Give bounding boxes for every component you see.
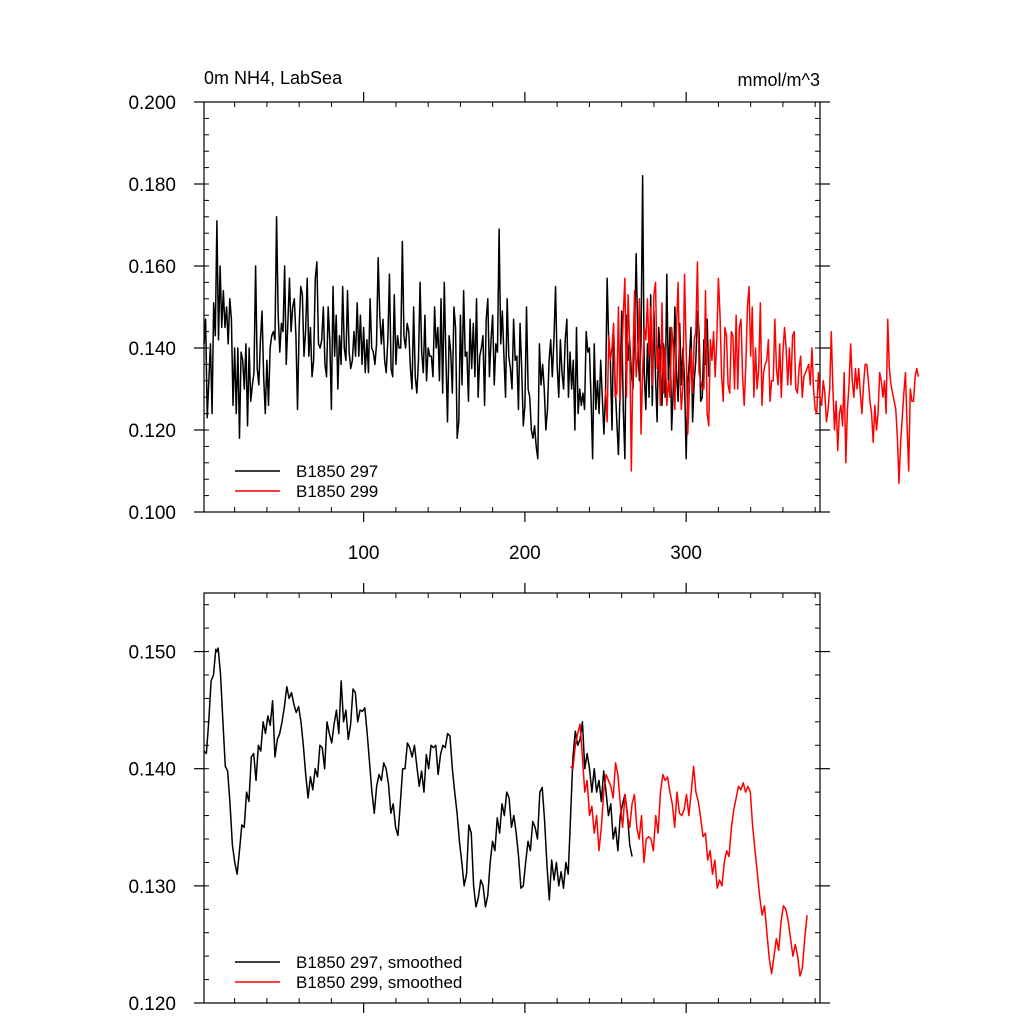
bottom-y-tick-label: 0.130 [128,877,176,898]
bottom-y-tick-label: 0.150 [128,643,176,664]
top-title-left: 0m NH4, LabSea [204,68,343,88]
top-series-0 [203,175,710,460]
top-plot-frame [203,101,821,513]
top-title-right: mmol/m^3 [738,70,820,90]
top-panel: 0m NH4, LabSea mmol/m^3 100 200 300 0.100 0.… [128,68,920,564]
bottom-legend-label-0: B1850 297, smoothed [296,953,462,972]
bottom-series-group [203,647,808,977]
top-x-tick-label: 200 [509,543,541,564]
top-series-1 [604,261,920,485]
top-legend: B1850 297 B1850 299 [235,462,378,501]
top-y-tick-label: 0.200 [128,93,176,114]
top-axes: 100 200 300 0.100 0.120 0.140 0.160 0.180 0.200 [128,92,830,564]
top-y-tick-label: 0.100 [128,503,176,524]
top-series-group [203,175,920,485]
bottom-axes: 0.120 0.130 0.140 0.150 [128,583,830,1015]
top-y-tick-label: 0.140 [128,339,176,360]
top-legend-label-1: B1850 299 [296,482,378,501]
top-y-tick-label: 0.120 [128,421,176,442]
bottom-series-1 [570,723,808,977]
top-x-tick-label: 100 [348,543,380,564]
top-y-tick-label: 0.160 [128,257,176,278]
bottom-series-0 [203,647,633,908]
bottom-legend-label-1: B1850 299, smoothed [296,973,462,992]
bottom-y-tick-label: 0.140 [128,760,176,781]
top-x-tick-label: 300 [670,543,702,564]
bottom-y-tick-label: 0.120 [128,994,176,1015]
bottom-panel: 0.120 0.130 0.140 0.150 B1850 297, smoothed… [128,583,830,1015]
bottom-plot-frame [203,592,821,1004]
top-legend-label-0: B1850 297 [296,462,378,481]
bottom-legend: B1850 297, smoothed B1850 299, smoothed [235,953,462,992]
top-y-tick-label: 0.180 [128,175,176,196]
